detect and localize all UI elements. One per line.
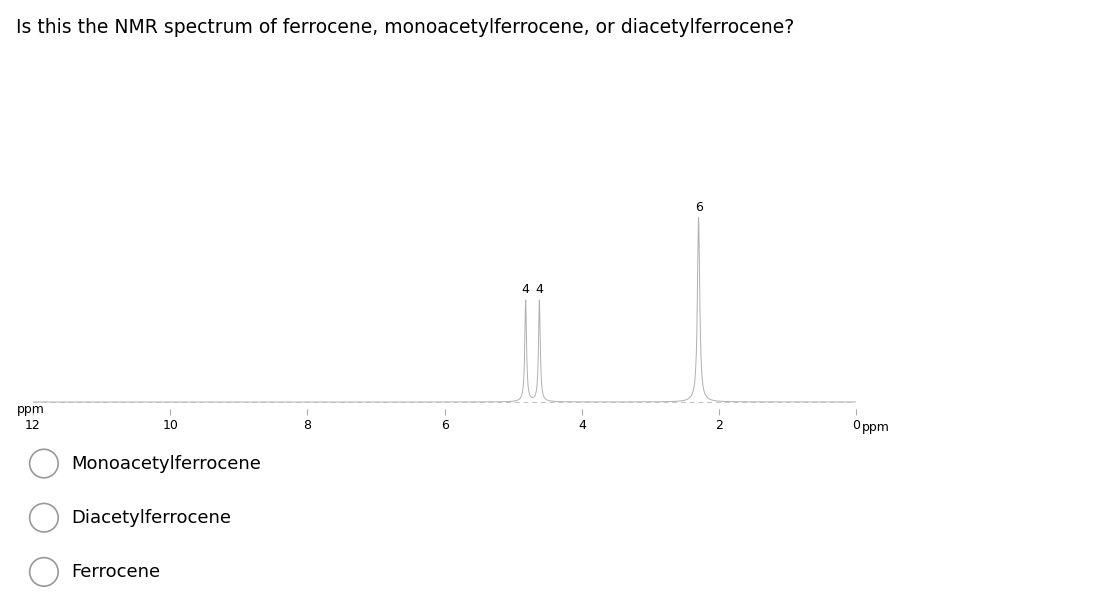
Text: 4: 4 <box>522 284 529 296</box>
Text: Ferrocene: Ferrocene <box>71 563 160 581</box>
Text: 6: 6 <box>695 201 703 214</box>
Text: Diacetylferrocene: Diacetylferrocene <box>71 509 232 527</box>
Text: 4: 4 <box>536 284 544 296</box>
Text: ppm: ppm <box>862 421 889 435</box>
Text: Is this the NMR spectrum of ferrocene, monoacetylferrocene, or diacetylferrocene: Is this the NMR spectrum of ferrocene, m… <box>16 18 795 37</box>
Text: Monoacetylferrocene: Monoacetylferrocene <box>71 455 261 473</box>
Text: ppm: ppm <box>16 403 44 416</box>
